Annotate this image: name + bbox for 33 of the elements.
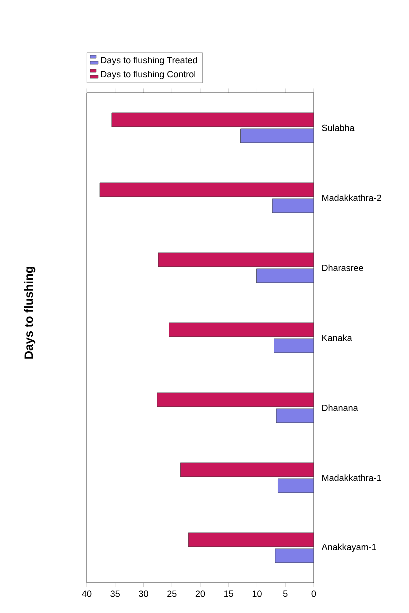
y-tick-label: Dhanana xyxy=(322,404,358,412)
x-tick-label: 10 xyxy=(252,590,262,598)
bar xyxy=(157,392,314,408)
bar xyxy=(275,548,314,564)
y-tick-label: Madakkathra-1 xyxy=(322,474,382,482)
x-tick-label: 20 xyxy=(196,590,206,598)
y-tick-label: Sulabha xyxy=(322,124,355,132)
bar xyxy=(256,268,314,284)
x-tick-label: 5 xyxy=(283,590,288,598)
legend-label: Days to flushing Control xyxy=(101,70,196,80)
x-tick-label: 30 xyxy=(139,590,148,598)
x-tick-label: 40 xyxy=(82,590,92,598)
bar xyxy=(112,112,314,128)
bar xyxy=(180,462,314,478)
x-tick-label: 15 xyxy=(224,590,234,598)
x-tick-label: 35 xyxy=(110,590,120,598)
bar xyxy=(240,128,314,144)
bar xyxy=(272,198,314,214)
x-tick-label: 25 xyxy=(168,590,177,598)
y-tick-label: Anakkayam-1 xyxy=(322,544,376,552)
bar xyxy=(274,338,314,354)
text: Days to flushing xyxy=(24,267,36,359)
y-tick-label: Madakkathra-2 xyxy=(322,194,382,202)
bar xyxy=(158,252,314,268)
bar xyxy=(169,322,314,338)
bar xyxy=(188,532,314,548)
y-tick-label: Kanaka xyxy=(322,334,352,342)
x-tick-label: 0 xyxy=(312,590,316,598)
bar xyxy=(278,478,314,494)
legend-label: Days to flushing Treated xyxy=(101,56,198,66)
y-tick-label: Dharasree xyxy=(322,264,364,272)
bar xyxy=(276,408,314,424)
bar xyxy=(100,182,314,198)
